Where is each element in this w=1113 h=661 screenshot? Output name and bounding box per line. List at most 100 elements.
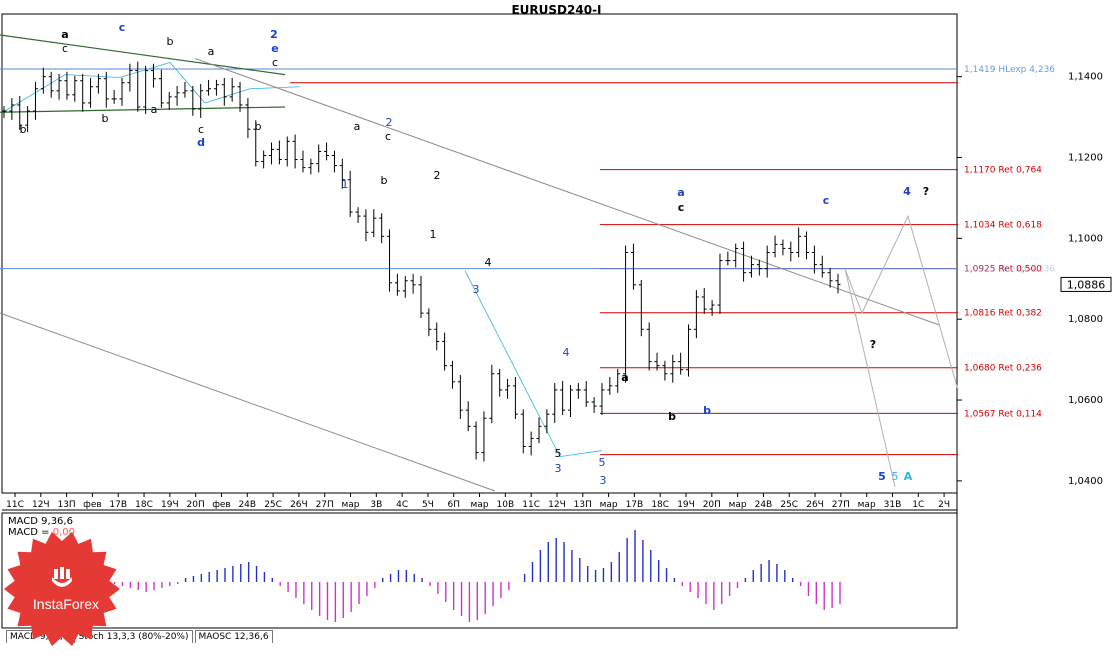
x-tick-label: 27П [832, 500, 850, 510]
x-tick-label: 13П [57, 500, 75, 510]
fib-level-label: 1,1170 Ret 0,764 [964, 166, 1042, 176]
x-tick-label: 2Ч [938, 500, 950, 510]
candle [449, 360, 455, 389]
candle [512, 376, 518, 420]
y-tick-label: 1,0400 [1068, 476, 1103, 487]
projection-path-a [844, 214, 959, 391]
fib-level-label: 1,0567 Ret 0,114 [964, 409, 1042, 419]
x-tick-label: фев [212, 500, 231, 510]
candle [40, 67, 46, 94]
candle [756, 259, 762, 276]
candle [276, 140, 282, 165]
candle [261, 150, 267, 169]
candle [206, 79, 212, 96]
y-tick-label: 1,0600 [1068, 395, 1103, 406]
wave-label: b [102, 112, 109, 125]
candle [536, 417, 542, 444]
wave-label: b [668, 410, 676, 423]
wave-label: c [272, 56, 278, 69]
candle [615, 368, 621, 393]
candle [25, 106, 31, 133]
logo-text: InstaForex [32, 596, 100, 612]
candle [127, 63, 133, 92]
wave-label: 2 [270, 28, 278, 41]
candle [630, 243, 636, 290]
x-tick-label: 27П [316, 500, 334, 510]
wave-label: ? [870, 338, 876, 351]
y-tick-label: 1,1000 [1068, 233, 1103, 244]
x-tick-label: мар [341, 500, 359, 510]
candle [481, 411, 487, 462]
wave-label: a [677, 186, 684, 199]
tab-maosc[interactable]: MAOSC 12,36,6 [194, 630, 273, 643]
x-tick-label: мар [471, 500, 489, 510]
candle [701, 288, 707, 314]
x-tick-label: 31В [884, 500, 902, 510]
candle [355, 207, 361, 223]
x-tick-label: 19Ч [161, 500, 179, 510]
x-tick-label: 10В [497, 500, 515, 510]
x-tick-label: 6П [447, 500, 460, 510]
wave-label: b [255, 120, 262, 133]
candle [229, 77, 235, 102]
macd-value-prefix: MACD = [8, 527, 53, 538]
wave-label: c [823, 194, 830, 207]
x-tick-label: 25С [264, 500, 282, 510]
candle [387, 229, 393, 292]
triangle-upper-line [0, 34, 286, 76]
candle [64, 71, 70, 100]
candle [284, 136, 290, 167]
candle [457, 374, 463, 420]
candle [473, 421, 479, 460]
x-tick-label: 17В [109, 500, 127, 510]
x-tick-label: мар [729, 500, 747, 510]
candle [213, 79, 219, 96]
x-tick-label: 19Ч [677, 500, 695, 510]
candle [528, 431, 534, 456]
candle [520, 409, 526, 454]
candle [591, 397, 597, 413]
candle [17, 96, 23, 131]
x-tick-label: 18С [651, 500, 669, 510]
candle [623, 245, 629, 383]
candle [827, 267, 833, 288]
wave-label: a [621, 371, 628, 384]
wave-label: a [151, 103, 158, 116]
candle [56, 73, 62, 100]
wave-label: 2 [386, 116, 393, 129]
x-tick-label: 18С [135, 500, 153, 510]
wave-label: c [198, 123, 204, 136]
wave-label: 1 [430, 228, 437, 241]
candle [583, 381, 589, 407]
wave-label: 5 [892, 470, 899, 483]
candle [607, 376, 613, 395]
x-tick-label: 20П [187, 500, 205, 510]
candle [426, 308, 432, 337]
wave-label: 3 [555, 462, 562, 475]
candle [9, 98, 15, 120]
wave-label: a [61, 28, 68, 41]
wave-path-lower [464, 270, 603, 458]
triangle-lower-line [0, 106, 286, 113]
candle [371, 209, 377, 238]
candle [465, 401, 471, 432]
x-tick-label: 4С [396, 500, 408, 510]
candle [119, 77, 125, 106]
macd-label: MACD 9,36,6 [8, 516, 73, 527]
wave-label: e [271, 42, 278, 55]
candle [379, 213, 385, 244]
candle [544, 409, 550, 434]
candle [269, 142, 275, 165]
wave-label: b [703, 404, 711, 417]
wave-label: 2 [434, 169, 441, 182]
candle [72, 75, 78, 102]
candle [174, 85, 180, 106]
x-tick-label: 13П [574, 500, 592, 510]
candle [324, 142, 330, 161]
candle [95, 73, 101, 94]
wave-label: a [208, 45, 215, 58]
candle [418, 275, 424, 318]
candle [331, 150, 337, 173]
wave-label: 5 [878, 470, 886, 483]
